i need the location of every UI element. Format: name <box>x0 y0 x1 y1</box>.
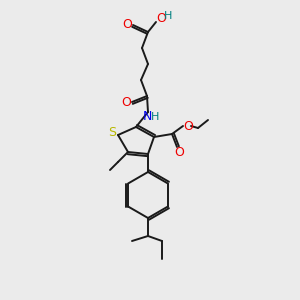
Text: S: S <box>108 127 116 140</box>
Text: H: H <box>164 11 172 21</box>
Text: N: N <box>142 110 152 124</box>
Text: O: O <box>183 119 193 133</box>
Text: H: H <box>151 112 159 122</box>
Text: O: O <box>121 95 131 109</box>
Text: O: O <box>122 19 132 32</box>
Text: O: O <box>174 146 184 158</box>
Text: O: O <box>156 13 166 26</box>
